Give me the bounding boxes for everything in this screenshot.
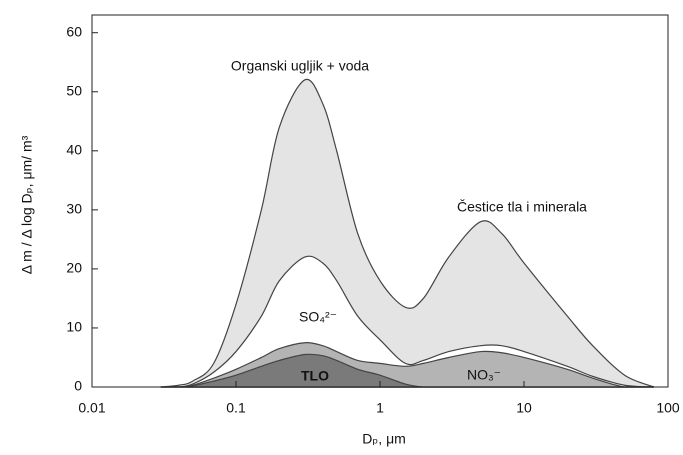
y-tick-label: 30 <box>66 201 82 217</box>
y-tick-label: 50 <box>66 82 82 98</box>
series-label: NO₃⁻ <box>467 367 501 383</box>
y-tick-label: 10 <box>66 319 82 335</box>
y-tick-label: 40 <box>66 142 82 158</box>
series-label: SO₄²⁻ <box>299 309 337 325</box>
x-tick-label: 100 <box>656 400 680 416</box>
series-label: Organski ugljik + voda <box>231 58 369 74</box>
x-axis-label: Dₚ, μm <box>362 431 406 447</box>
y-tick-label: 0 <box>74 378 82 394</box>
y-tick-label: 20 <box>66 260 82 276</box>
annotation: Čestice tla i minerala <box>457 199 587 215</box>
x-tick-label: 0.01 <box>78 400 105 416</box>
y-tick-label: 60 <box>66 23 82 39</box>
area <box>160 78 655 388</box>
series-label: TLO <box>301 368 329 384</box>
x-tick-label: 10 <box>516 400 532 416</box>
y-axis-label: Δ m / Δ log Dₚ, μm/ m³ <box>19 135 35 274</box>
x-tick-label: 0.1 <box>226 400 246 416</box>
x-tick-label: 1 <box>376 400 384 416</box>
